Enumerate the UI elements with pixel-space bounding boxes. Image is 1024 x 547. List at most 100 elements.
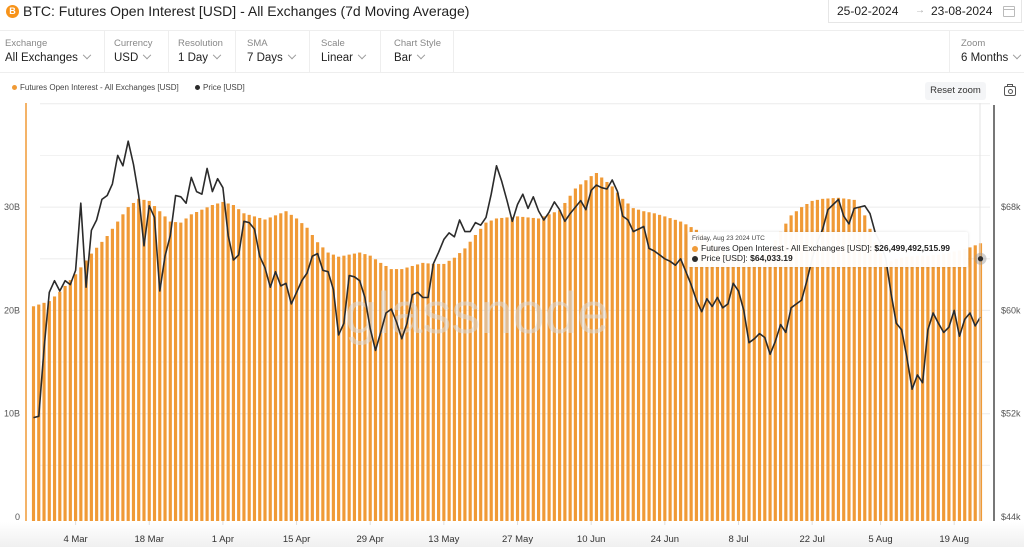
currency-value[interactable]: USD [114,50,152,64]
oi-bar [668,218,672,522]
oi-bar [894,258,898,521]
zoom-value-text: 6 Months [961,52,1009,64]
date-from-input[interactable]: 25-02-2024 [837,4,899,18]
oi-bar [589,176,593,522]
oi-bar [558,210,562,521]
sma-value[interactable]: 7 Days [247,50,297,64]
chevron-down-icon [82,50,92,60]
x-tick-label: 15 Apr [283,534,310,545]
oi-bar [863,215,867,521]
camera-icon[interactable] [1004,84,1016,96]
oi-bar [715,246,720,521]
oi-bar [347,254,351,522]
legend-item-price[interactable]: Price [USD] [194,83,245,92]
tooltip-dot-icon [692,245,698,252]
oi-bar [663,216,667,521]
oi-bar [857,207,862,521]
oi-bar [647,212,651,521]
oi-bar [273,215,278,521]
oi-bar [889,261,893,521]
oi-bar [794,211,798,521]
y-right-tick-label: $52k [1001,409,1021,419]
oi-bar [789,215,793,521]
oi-bar [179,222,183,521]
oi-bar [463,248,467,522]
zoom-select[interactable]: Zoom 6 Months [949,31,1024,72]
oi-bar [942,253,946,521]
oi-bar [437,263,441,521]
oi-bar [784,223,788,521]
oi-bar [473,234,478,521]
oi-bar [268,217,272,521]
x-tick-label: 18 Mar [134,534,164,545]
tooltip-oi-label: Futures Open Interest - All Exchanges [U… [701,243,873,253]
reset-zoom-button[interactable]: Reset zoom [925,82,986,100]
oi-bar [921,255,925,521]
oi-bar [116,221,120,521]
oi-bar [705,238,709,521]
scale-label: Scale [321,38,345,49]
oi-bar [815,199,819,521]
tooltip-row-open-interest: Futures Open Interest - All Exchanges [U… [692,243,950,253]
oi-bar [226,203,230,521]
scale-select[interactable]: Scale Linear [316,31,381,72]
oi-bar [189,214,193,521]
oi-bar [900,257,904,521]
oi-bar [521,216,525,521]
date-range-picker[interactable]: 25-02-2024 → 23-08-2024 [828,0,1022,23]
oi-bar [778,231,783,521]
oi-bar [58,291,62,521]
oi-bar [821,198,825,521]
tooltip-price-value: $64,033.19 [750,253,793,263]
hover-point [977,256,984,262]
oi-bar [173,222,178,521]
oi-bar [731,256,735,521]
x-tick-label: 5 Aug [868,534,892,545]
oi-bar [526,217,530,521]
oi-bar [373,259,378,521]
chart-plot[interactable]: glassnode 0 10B 20B 30B $44k $52k $60k $68k 4 … [0,100,1024,547]
oi-bar [131,202,136,521]
oi-bar [973,245,977,522]
oi-bar [200,209,204,521]
oi-bar [847,199,851,521]
oi-bar [757,258,762,521]
resolution-select[interactable]: Resolution 1 Day [173,31,236,72]
y-right-tick-label: $68k [1001,202,1021,212]
oi-bar [410,265,414,521]
currency-select[interactable]: Currency USD [109,31,169,72]
chart-style-select[interactable]: Chart Style Bar [389,31,454,72]
exchange-select[interactable]: Exchange All Exchanges [0,31,105,72]
oi-bar [721,250,725,521]
scale-value-text: Linear [321,52,353,64]
tooltip-row-price: Price [USD]: $64,033.19 [692,253,793,263]
y-left-tick-label: 0 [15,512,20,522]
oi-bar [242,213,246,521]
oi-bar [358,252,362,521]
oi-bar [352,253,357,521]
legend-item-open-interest[interactable]: Futures Open Interest - All Exchanges [U… [12,83,179,92]
oi-bar [684,224,688,522]
resolution-value[interactable]: 1 Day [178,50,222,64]
oi-bar [305,227,309,521]
exchange-value[interactable]: All Exchanges [5,50,92,64]
oi-bar [547,214,551,521]
oi-bar [489,220,493,521]
sma-select[interactable]: SMA 7 Days [242,31,310,72]
resolution-label: Resolution [178,38,223,49]
oi-bar [447,260,451,521]
oi-bar [952,251,956,522]
oi-bar [605,181,609,521]
zoom-value[interactable]: 6 Months [961,50,1022,64]
sma-value-text: 7 Days [247,52,283,64]
calendar-icon[interactable] [1003,6,1015,17]
scale-value[interactable]: Linear [321,50,367,64]
oi-bar [878,253,883,522]
oi-bar [89,253,93,521]
oi-bar [652,213,656,521]
oi-bar [531,217,535,521]
chart-style-value[interactable]: Bar [394,50,426,64]
date-to-input[interactable]: 23-08-2024 [931,4,993,18]
tooltip-dot-icon [692,255,698,262]
oi-bar [563,202,567,521]
